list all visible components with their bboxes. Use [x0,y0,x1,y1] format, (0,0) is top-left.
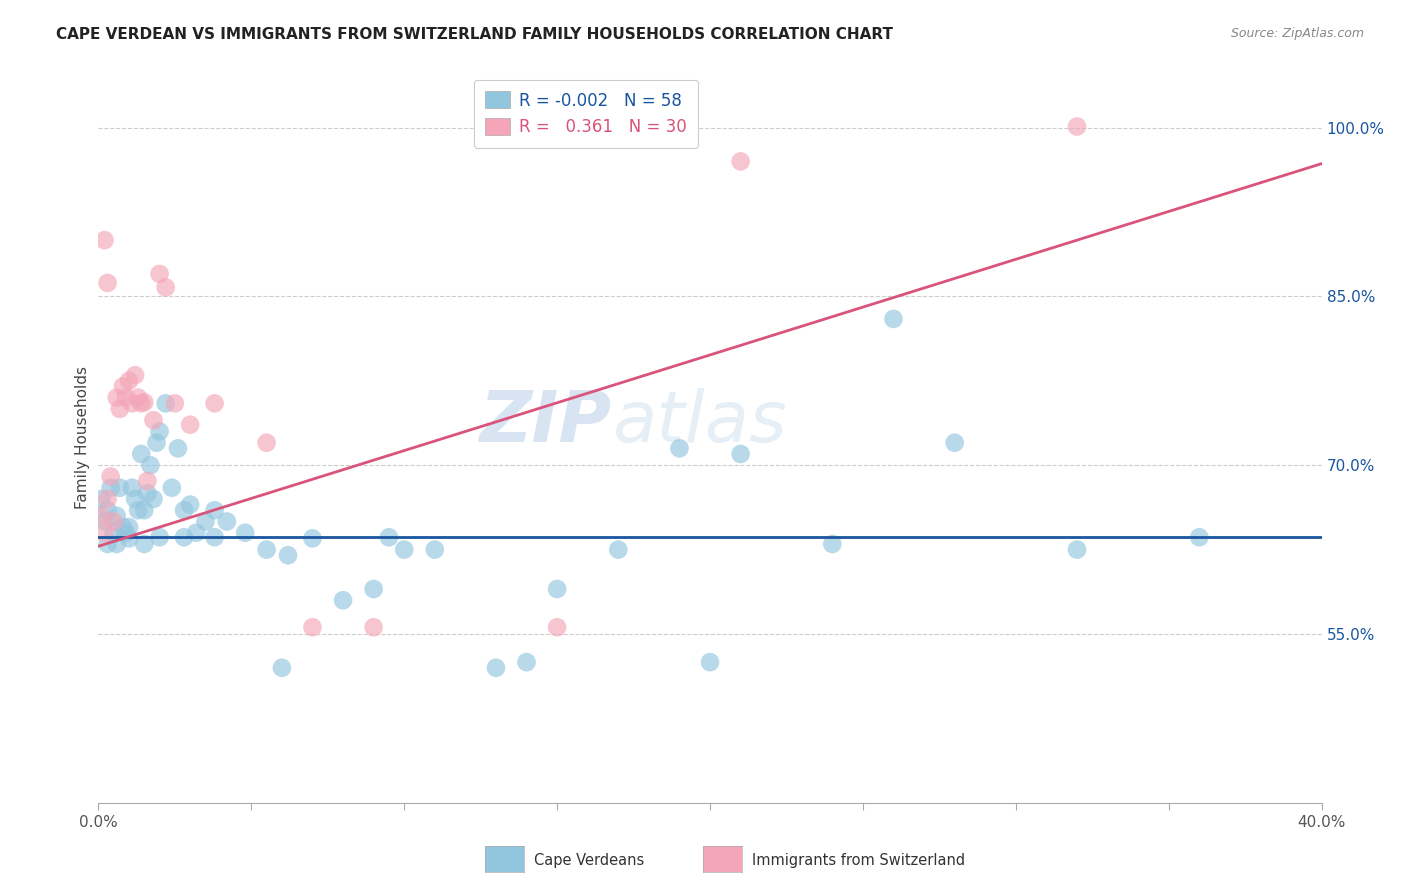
Text: Source: ZipAtlas.com: Source: ZipAtlas.com [1230,27,1364,40]
Point [160,481,183,495]
Point [134,537,156,551]
Point [256,542,278,557]
Point [127,391,149,405]
Text: Immigrants from Switzerland: Immigrants from Switzerland [752,854,966,868]
Point [97,491,120,506]
Point [105,391,128,405]
Point [378,530,401,544]
Point [179,498,201,512]
Point [233,525,256,540]
Point [821,537,844,551]
Point [93,525,115,540]
Point [204,530,226,544]
Point [301,532,323,546]
Point [943,435,966,450]
Point [121,481,143,495]
Point [97,537,120,551]
Point [90,508,112,523]
Point [136,486,159,500]
Legend: R = -0.002   N = 58, R =   0.361   N = 30: R = -0.002 N = 58, R = 0.361 N = 30 [474,79,699,148]
Point [105,508,128,523]
Point [173,530,195,544]
Text: atlas: atlas [612,388,787,457]
Point [127,503,149,517]
Point [699,655,721,669]
Point [100,481,122,495]
Point [97,503,120,517]
Point [111,379,134,393]
Point [149,267,172,281]
Point [129,447,152,461]
Point [100,469,122,483]
Point [105,537,128,551]
Point [179,417,201,432]
Point [149,425,172,439]
Point [363,582,385,596]
Point [134,503,156,517]
Point [129,396,152,410]
Point [108,401,131,416]
Point [1188,530,1211,544]
Point [142,491,165,506]
Point [103,525,125,540]
Point [546,582,568,596]
Point [115,391,138,405]
Point [142,413,165,427]
Point [93,233,115,247]
Point [1066,542,1088,557]
Point [173,503,195,517]
Point [118,520,141,534]
Point [546,620,568,634]
Point [204,503,226,517]
Point [668,442,690,456]
Point [108,481,131,495]
Point [155,280,177,294]
Point [124,491,146,506]
Point [121,396,143,410]
Point [124,368,146,383]
Text: Cape Verdeans: Cape Verdeans [534,854,644,868]
Point [139,458,162,473]
Point [167,442,190,456]
Point [97,276,120,290]
Point [423,542,446,557]
Point [90,491,112,506]
Point [363,620,385,634]
Point [392,542,416,557]
Point [301,620,323,634]
Point [186,525,208,540]
Point [730,154,752,169]
Point [136,474,159,488]
Point [607,542,630,557]
Point [485,661,508,675]
Point [516,655,538,669]
Y-axis label: Family Households: Family Households [75,366,90,508]
Point [134,395,156,409]
Point [1066,120,1088,134]
Point [883,312,905,326]
Point [256,435,278,450]
Point [730,447,752,461]
Point [149,530,172,544]
Text: CAPE VERDEAN VS IMMIGRANTS FROM SWITZERLAND FAMILY HOUSEHOLDS CORRELATION CHART: CAPE VERDEAN VS IMMIGRANTS FROM SWITZERL… [56,27,893,42]
Point [111,520,134,534]
Point [270,661,292,675]
Point [155,396,177,410]
Point [215,515,238,529]
Text: ZIP: ZIP [479,388,612,457]
Point [277,548,299,562]
Point [115,525,138,540]
Point [332,593,354,607]
Point [118,532,141,546]
Point [194,515,217,529]
Point [145,435,167,450]
Point [118,374,141,388]
Point [93,515,115,529]
Point [163,396,186,410]
Point [103,515,125,529]
Point [204,396,226,410]
